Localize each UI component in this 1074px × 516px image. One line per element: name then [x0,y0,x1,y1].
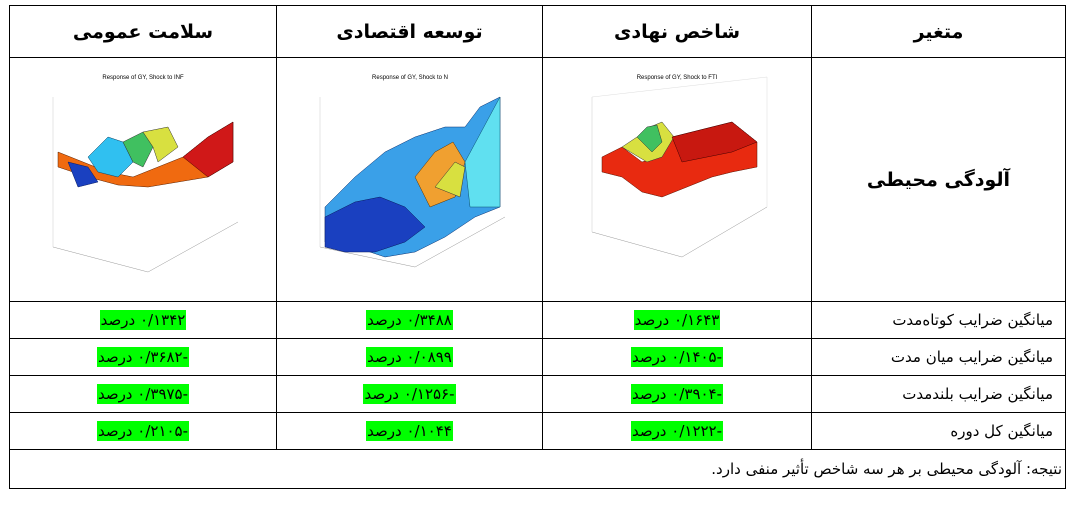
value-cell: -۰/۱۲۲۲ درصد [542,412,812,450]
chart-economic-cell: Response of GY, Shock to N [276,57,543,302]
value-cell: ۰/۱۶۴۳ درصد [542,301,812,339]
value-cell: -۰/۱۴۰۵ درصد [542,338,812,376]
header-health: سلامت عمومی [9,5,277,58]
value-cell: ۰/۱۰۴۴ درصد [276,412,543,450]
value-cell: -۰/۳۹۰۴ درصد [542,375,812,413]
row-label: میانگین کل دوره [811,412,1066,450]
row-label: میانگین ضرایب بلندمدت [811,375,1066,413]
value-cell: ۰/۳۴۸۸ درصد [276,301,543,339]
data-row: میانگین ضرایب میان مدت -۰/۱۴۰۵ درصد ۰/۰۸… [9,338,1066,376]
conclusion-text: نتیجه: آلودگی محیطی بر هر سه شاخص تأثیر … [9,449,1066,489]
value-cell: -۰/۳۹۷۵ درصد [9,375,277,413]
header-variable: متغیر [811,5,1066,58]
chart-health-cell: Response of GY, Shock to INF [9,57,277,302]
row-label: میانگین ضرایب میان مدت [811,338,1066,376]
value-cell: ۰/۱۳۴۲ درصد [9,301,277,339]
header-institutional: شاخص نهادی [542,5,812,58]
header-row: متغیر شاخص نهادی توسعه اقتصادی سلامت عمو… [9,5,1066,58]
row-label: میانگین ضرایب کوتاه‌مدت [811,301,1066,339]
chart-title: Response of GY, Shock to N [372,75,448,81]
results-table: متغیر شاخص نهادی توسعه اقتصادی سلامت عمو… [9,5,1066,489]
data-row: میانگین کل دوره -۰/۱۲۲۲ درصد ۰/۱۰۴۴ درصد… [9,412,1066,450]
chart-title: Response of GY, Shock to FTI [637,75,718,81]
chart-title: Response of GY, Shock to INF [102,75,184,81]
surface-plot-n: Response of GY, Shock to N [319,75,505,268]
data-row: میانگین ضرایب کوتاه‌مدت ۰/۱۶۴۳ درصد ۰/۳۴… [9,301,1066,339]
conclusion-row: نتیجه: آلودگی محیطی بر هر سه شاخص تأثیر … [9,449,1066,489]
variable-name: آلودگی محیطی [811,57,1066,302]
value-cell: -۰/۳۶۸۲ درصد [9,338,277,376]
surface-plot-fti: Response of GY, Shock to FTI [591,75,768,258]
value-cell: ۰/۰۸۹۹ درصد [276,338,543,376]
data-row: میانگین ضرایب بلندمدت -۰/۳۹۰۴ درصد -۰/۱۲… [9,375,1066,413]
value-cell: -۰/۲۱۰۵ درصد [9,412,277,450]
chart-institutional-cell: Response of GY, Shock to FTI [542,57,812,302]
surface-plot-inf: Response of GY, Shock to INF [52,75,239,273]
chart-row: آلودگی محیطی Response of GY, Shock to FT… [9,57,1066,302]
header-economic: توسعه اقتصادی [276,5,543,58]
value-cell: -۰/۱۲۵۶ درصد [276,375,543,413]
